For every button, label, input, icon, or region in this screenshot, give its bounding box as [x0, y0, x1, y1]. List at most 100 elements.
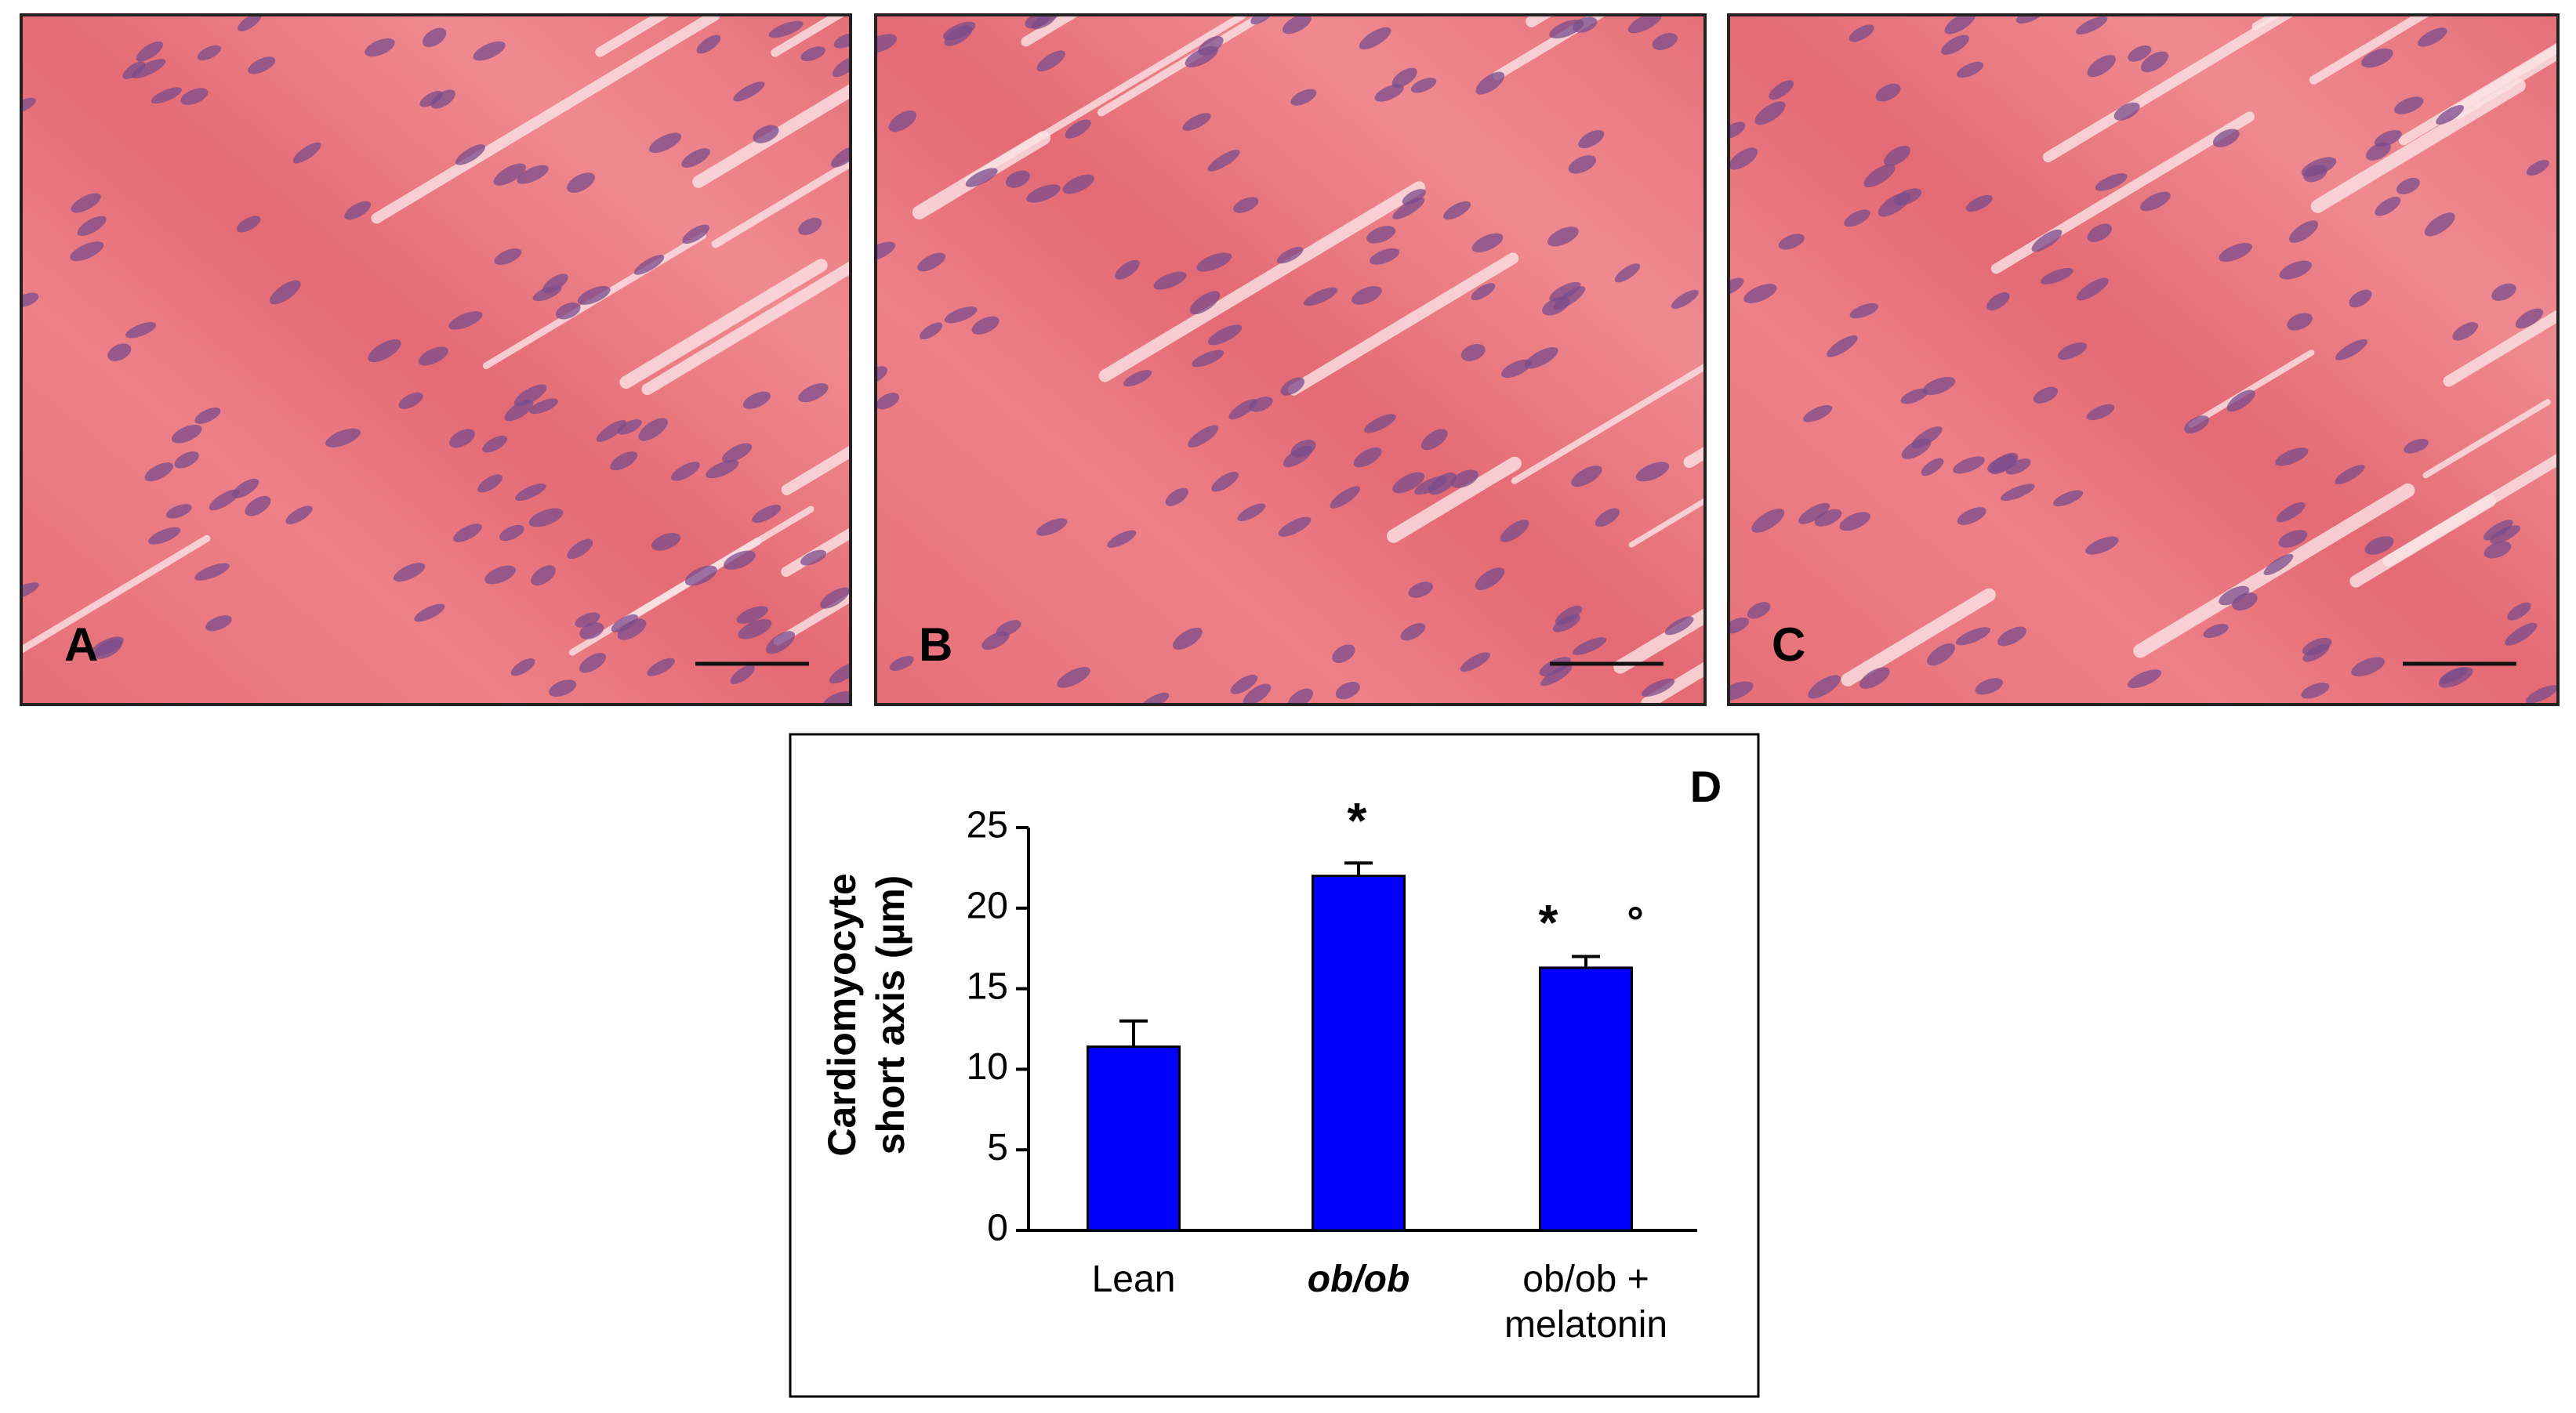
nucleus — [1353, 447, 1382, 468]
nucleus — [567, 172, 595, 193]
nucleus — [1729, 277, 1744, 296]
nucleus — [122, 61, 146, 79]
nucleus — [1747, 602, 1771, 619]
nucleus — [1443, 201, 1471, 220]
fiber-gap — [1386, 456, 1522, 543]
nucleus — [829, 662, 851, 684]
nucleus — [484, 565, 516, 585]
nucleus — [1332, 644, 1355, 664]
histology-image: B — [874, 13, 1707, 706]
nucleus — [1207, 150, 1240, 172]
histology-image: C — [1727, 13, 2560, 706]
nucleus — [2439, 667, 2468, 684]
nucleus — [1188, 425, 1219, 448]
nucleus — [2076, 16, 2108, 34]
nucleus — [1228, 399, 1257, 420]
nucleus — [499, 524, 524, 542]
nucleus — [1743, 284, 1777, 303]
nucleus — [236, 216, 261, 233]
nucleus — [455, 144, 486, 165]
nucleus — [529, 398, 558, 415]
nucleus — [2113, 102, 2140, 121]
nucleus — [1351, 286, 1382, 305]
nucleus — [285, 505, 313, 524]
nucleus — [682, 224, 709, 245]
nucleus — [1460, 652, 1490, 672]
significance-mark: * — [1348, 792, 1367, 849]
image-border — [1727, 13, 2560, 706]
nucleus — [197, 45, 221, 61]
nucleus — [1391, 67, 1417, 88]
nucleus — [1172, 628, 1203, 650]
nucleus — [1278, 516, 1312, 537]
nucleus — [209, 489, 240, 511]
nucleus — [1359, 27, 1391, 50]
nucleus — [2483, 541, 2512, 559]
nucleus — [151, 87, 182, 104]
nucleus — [1005, 170, 1030, 188]
nucleus — [1192, 350, 1225, 368]
nucleus — [1844, 209, 1870, 227]
nucleus — [325, 428, 361, 447]
nucleus — [617, 618, 647, 640]
nucleus — [2203, 624, 2229, 639]
nucleus — [1364, 414, 1396, 433]
nucleus — [171, 424, 202, 444]
nucleus — [494, 248, 522, 266]
nucleus — [1290, 89, 1317, 106]
nucleus — [1827, 335, 1858, 357]
nucleus — [2212, 129, 2240, 147]
nucleus — [77, 216, 107, 237]
nucleus — [1965, 194, 1993, 212]
nucleus — [2396, 177, 2420, 194]
nucleus — [2005, 458, 2031, 475]
fiber-gap — [773, 592, 851, 646]
nucleus — [753, 125, 779, 143]
fiber-gap — [1613, 607, 1705, 674]
nucleus — [1573, 637, 1607, 655]
nucleus — [1552, 614, 1580, 632]
nucleus — [1664, 616, 1694, 636]
nucleus — [1778, 234, 1805, 250]
panel-label: A — [64, 618, 98, 671]
nucleus — [649, 132, 682, 154]
bar — [1312, 875, 1406, 1232]
nucleus — [165, 504, 192, 519]
fiber-gap — [1098, 181, 1426, 382]
nucleus — [1471, 283, 1496, 301]
fiber-gap — [2309, 15, 2432, 85]
nucleus — [684, 565, 717, 586]
nucleus — [2087, 223, 2112, 242]
fiber-gap — [711, 158, 851, 248]
tissue — [21, 15, 851, 705]
nucleus — [2095, 173, 2128, 191]
nucleus — [194, 407, 221, 424]
nucleus — [971, 316, 1000, 335]
nucleus — [2000, 484, 2035, 502]
nucleus — [292, 142, 321, 164]
nucleus — [917, 252, 946, 272]
nucleus — [398, 392, 423, 409]
nucleus — [71, 193, 101, 213]
nucleus — [1571, 466, 1602, 487]
tissue — [876, 15, 1705, 705]
nucleus — [422, 27, 447, 48]
panel-label: C — [1772, 618, 1805, 671]
nucleus — [2140, 51, 2169, 73]
nucleus — [2452, 321, 2479, 341]
nucleus — [2041, 267, 2073, 284]
nucleus — [1230, 674, 1257, 694]
nucleus — [832, 56, 851, 78]
nucleus — [1207, 324, 1243, 346]
nucleus — [473, 41, 506, 61]
nucleus — [1460, 343, 1486, 361]
nucleus — [1026, 184, 1061, 203]
nucleus — [1524, 346, 1558, 369]
nucleus — [1671, 289, 1699, 309]
nucleus — [575, 612, 600, 628]
nucleus — [2526, 160, 2549, 176]
histology-image: A — [20, 13, 852, 706]
nucleus — [1798, 502, 1830, 524]
y-tick-label: 20 — [967, 885, 1008, 926]
nucleus — [1410, 78, 1437, 93]
